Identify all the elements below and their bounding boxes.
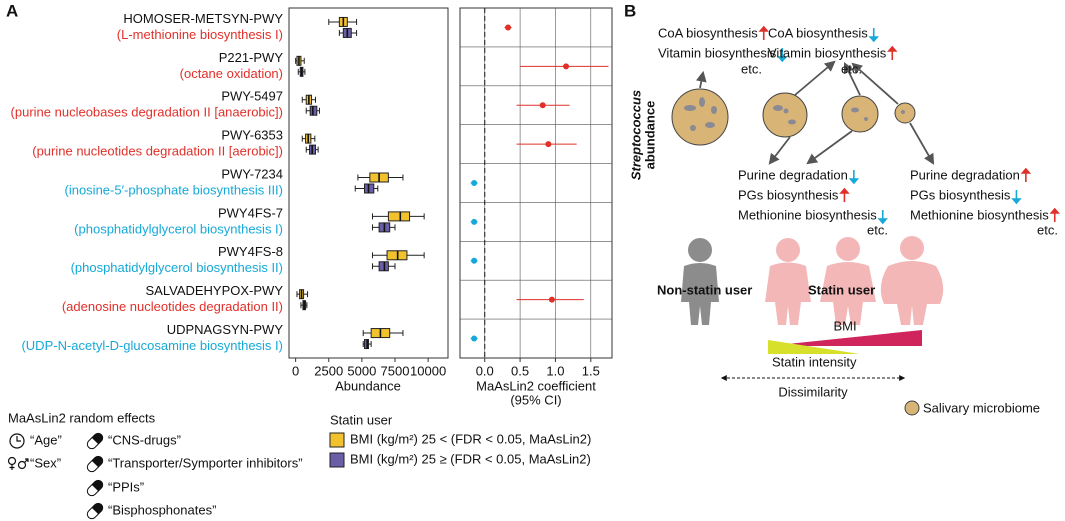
panel-label: B	[624, 1, 636, 20]
pathway-description: (phosphatidylglycerol biosynthesis II)	[71, 260, 283, 275]
pathway-description: (inosine-5′-phosphate biosynthesis III)	[65, 182, 284, 197]
bmi-wedge	[768, 330, 922, 346]
coefficient-point	[505, 24, 512, 31]
coefficient-point	[471, 218, 478, 225]
pathway-id: PWY4FS-7	[218, 205, 283, 220]
pathway-change: PGs biosynthesis	[910, 187, 1011, 202]
pathway-id: PWY-7234	[221, 166, 283, 181]
coefficient-point	[471, 180, 478, 186]
up-arrow	[887, 45, 898, 60]
legend-label: BMI (kg/m²) 25 ≥ (FDR < 0.05, MaAsLin2)	[350, 451, 591, 466]
up-arrow	[758, 25, 769, 40]
x-tick-label: 5000	[347, 363, 376, 378]
pathway-id: PWY-5497	[221, 89, 283, 104]
x-tick-label: 0.0	[476, 363, 494, 378]
legend-item: “PPIs”	[108, 479, 144, 494]
down-arrow	[868, 28, 879, 43]
legend-label: BMI (kg/m²) 25 < (FDR < 0.05, MaAsLin2)	[350, 431, 591, 446]
pathway-change: Vitamin biosynthesis	[768, 45, 887, 60]
legend-swatch	[329, 452, 345, 468]
x-axis-title: MaAsLin2 coefficient	[476, 378, 596, 393]
x-tick-label: 7500	[381, 363, 410, 378]
box-plot-frame	[288, 7, 449, 359]
group-label: Non-statin user	[657, 282, 752, 297]
legend-icon	[904, 400, 920, 416]
axis-label: abundance	[642, 101, 657, 170]
wedge-label: BMI	[833, 318, 856, 333]
wedge-label: Statin intensity	[772, 354, 857, 369]
pathway-change: CoA biosynthesis	[768, 25, 868, 40]
x-tick-label: 2500	[314, 363, 343, 378]
persons-pink	[765, 236, 944, 325]
coefficient-point	[563, 63, 570, 70]
legend-title: Statin user	[330, 412, 393, 427]
pathway-description: (adenosine nucleotides degradation II)	[62, 299, 283, 314]
legend-item: “Transporter/Symporter inhibitors”	[108, 455, 303, 470]
pathway-id: UDPNAGSYN-PWY	[167, 322, 284, 337]
pathway-description: (purine nucleobases degradation II [anae…	[11, 105, 283, 120]
pathway-change: Purine degradation	[910, 167, 1020, 182]
pathway-change: Methionine biosynthesis	[910, 207, 1049, 222]
up-arrow	[1020, 167, 1032, 182]
coefficient-point	[539, 102, 546, 109]
x-tick-label: 0	[292, 363, 299, 378]
legend-title: MaAsLin2 random effects	[8, 410, 156, 425]
down-arrow	[877, 210, 889, 225]
x-axis-title: (95% CI)	[510, 392, 561, 407]
x-tick-label: 10000	[410, 363, 446, 378]
etc-label: etc.	[1037, 222, 1058, 237]
pill-icons	[86, 432, 104, 520]
dissimilarity-label: Dissimilarity	[778, 384, 848, 399]
down-arrow	[777, 48, 788, 63]
group-label: Statin user	[808, 282, 875, 297]
coefficient-point	[545, 141, 552, 148]
legend-item: “Sex”	[30, 455, 61, 470]
etc-label: etc.	[741, 61, 762, 76]
legend-item: “CNS-drugs”	[108, 432, 181, 447]
pathway-change: CoA biosynthesis	[658, 25, 758, 40]
coefficient-point	[548, 296, 555, 303]
pathway-change: Purine degradation	[738, 167, 848, 182]
pathway-id: PWY-6353	[221, 128, 283, 143]
pathway-description: (octane oxidation)	[180, 66, 283, 81]
connector-arrows	[696, 60, 935, 165]
pathway-description: (phosphatidylglycerol biosynthesis I)	[74, 221, 283, 236]
axis-label: Streptococcus	[628, 90, 643, 180]
down-arrow	[848, 170, 860, 185]
pathway-change: Vitamin biosynthesis	[658, 45, 777, 60]
statin-wedge	[768, 340, 860, 354]
clock-icon	[9, 433, 25, 449]
pathway-description: (UDP-N-acetyl-D-glucosamine biosynthesis…	[21, 338, 283, 353]
legend-item: “Age”	[30, 432, 62, 447]
down-arrow	[1011, 190, 1022, 205]
forest-plot-frame	[459, 7, 613, 359]
panel-label: A	[6, 1, 18, 20]
sex-icon	[7, 456, 29, 470]
x-tick-label: 0.5	[511, 363, 529, 378]
person-gray	[681, 238, 719, 325]
pathway-description: (L-methionine biosynthesis I)	[117, 27, 283, 42]
pathway-id: SALVADEHYPOX-PWY	[146, 283, 284, 298]
coefficient-point	[471, 257, 478, 264]
pathway-change: Methionine biosynthesis	[738, 207, 877, 222]
legend-label: Salivary microbiome	[923, 400, 1040, 415]
legend-item: “Bisphosphonates”	[108, 502, 216, 517]
microbiome-circles	[671, 88, 916, 146]
coefficient-point	[471, 335, 478, 342]
x-axis-title: Abundance	[335, 378, 401, 393]
pathway-id: HOMOSER-METSYN-PWY	[123, 11, 283, 26]
pathway-description: (purine nucleotides degradation II [aero…	[32, 144, 283, 159]
x-tick-label: 1.5	[582, 363, 600, 378]
up-arrow	[1049, 207, 1061, 222]
etc-label: etc.	[841, 61, 862, 76]
x-tick-label: 1.0	[546, 363, 564, 378]
pathway-id: PWY4FS-8	[218, 244, 283, 259]
pathway-change: PGs biosynthesis	[738, 187, 839, 202]
legend-swatch	[329, 432, 345, 448]
etc-label: etc.	[867, 222, 888, 237]
pathway-id: P221-PWY	[219, 50, 284, 65]
up-arrow	[839, 187, 850, 202]
box	[387, 211, 411, 222]
